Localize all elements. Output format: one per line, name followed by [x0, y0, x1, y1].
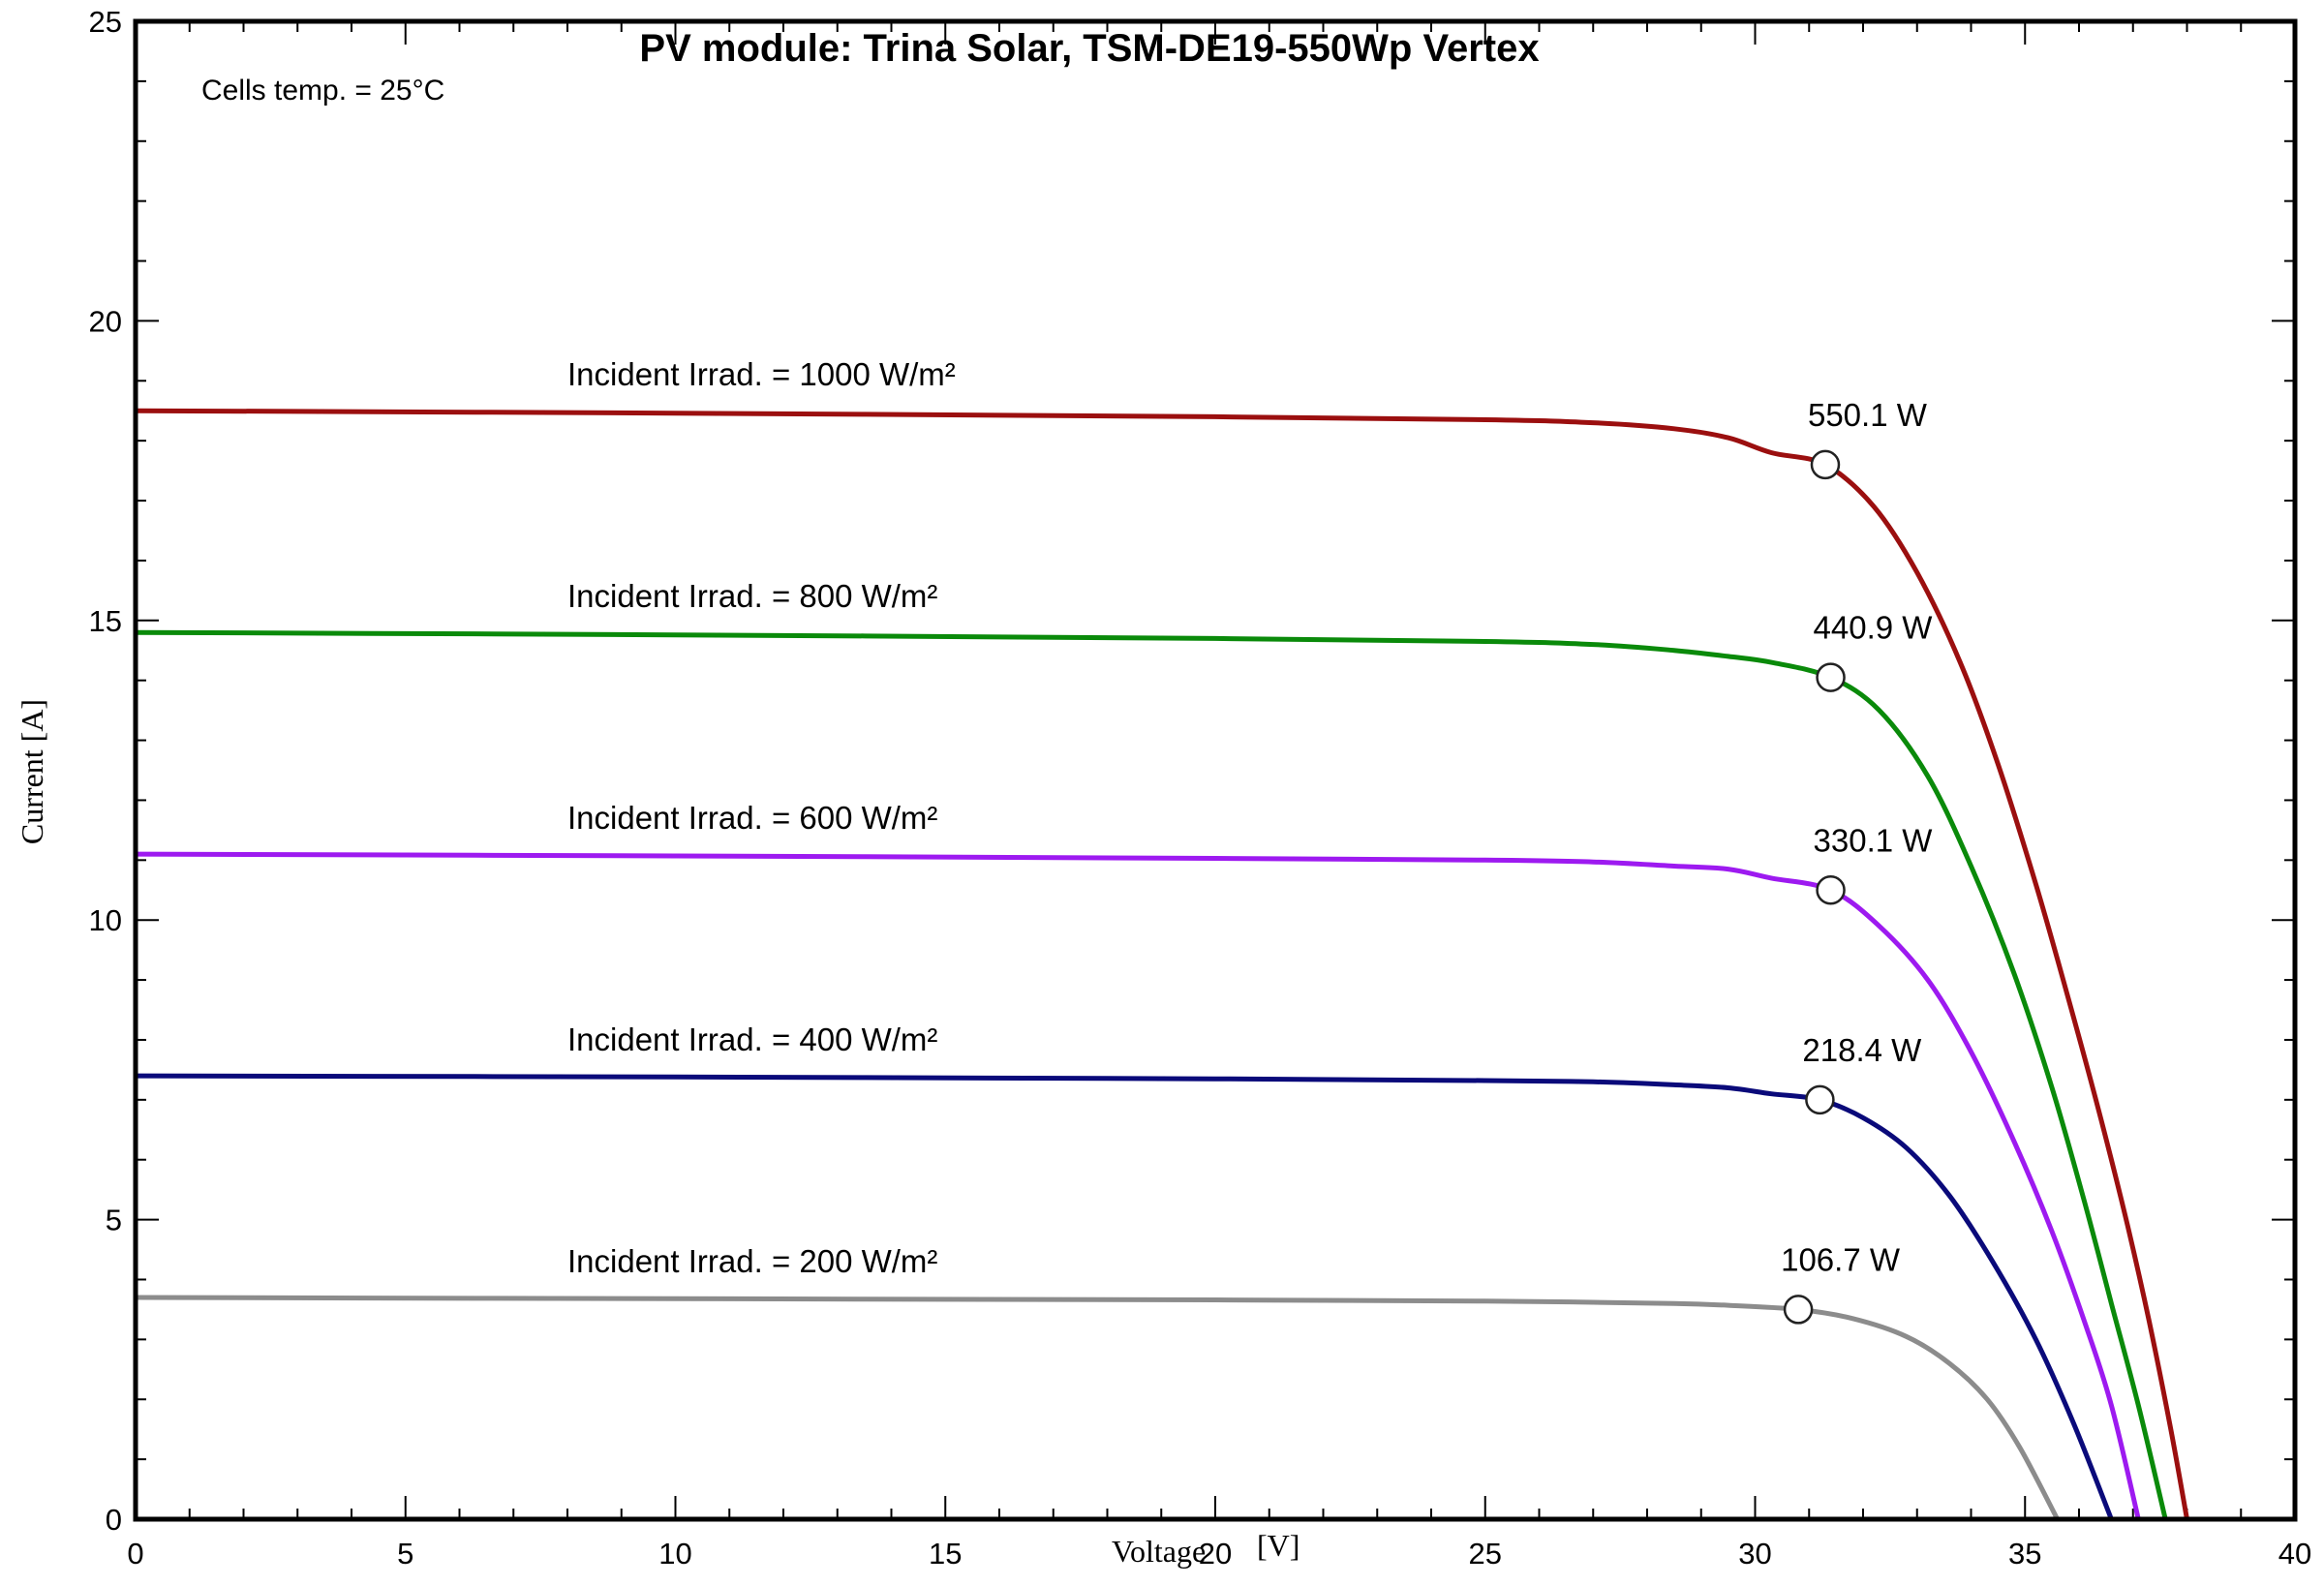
- y-tick-label: 5: [106, 1204, 122, 1237]
- iv-curve-line: [133, 408, 2189, 1522]
- series-2: [133, 851, 2141, 1522]
- plot-frame: [133, 18, 2298, 1522]
- iv-curve-line: [133, 1295, 2061, 1522]
- x-axis-title: Voltage: [1112, 1534, 1206, 1569]
- x-tick-label: 5: [397, 1537, 413, 1571]
- series-0: [133, 408, 2189, 1522]
- mpp-marker: [1816, 875, 1846, 905]
- y-axis-title: Current [A]: [15, 699, 49, 844]
- iv-curve-line: [133, 629, 2168, 1522]
- x-tick-label: 30: [1738, 1537, 1771, 1571]
- cells-temp-annotation: Cells temp. = 25°C: [201, 75, 444, 107]
- x-tick-label: 25: [1469, 1537, 1502, 1571]
- mpp-marker: [1810, 449, 1841, 480]
- x-tick-label: 40: [2278, 1537, 2311, 1571]
- curve-labels: 550.1 W Incident Irrad. = 1000 W/m² 440.9 …: [567, 356, 1933, 1279]
- series-label: Incident Irrad. = 600 W/m²: [567, 800, 937, 836]
- mpp-marker: [1783, 1295, 1814, 1325]
- series-4: [133, 1295, 2061, 1522]
- series-1: [133, 629, 2168, 1522]
- series-group: [133, 408, 2189, 1522]
- series-label: Incident Irrad. = 800 W/m²: [567, 578, 937, 614]
- x-tick-label: 20: [1199, 1537, 1232, 1571]
- series-3: [133, 1073, 2114, 1522]
- x-tick-label: 0: [127, 1537, 143, 1571]
- y-tick-label: 15: [89, 604, 122, 638]
- mpp-label: 550.1 W: [1808, 397, 1928, 433]
- y-tick-label: 20: [89, 304, 122, 338]
- y-tick-label: 0: [106, 1503, 122, 1537]
- mpp-marker: [1816, 662, 1846, 692]
- axis-tick-labels: 0 5 10 15 20 25 30 35 40 0 5 10 15 20 25: [89, 5, 2312, 1571]
- x-tick-label: 35: [2008, 1537, 2041, 1571]
- x-axis-unit: [V]: [1257, 1528, 1300, 1563]
- series-label: Incident Irrad. = 1000 W/m²: [567, 356, 956, 392]
- mpp-label: 440.9 W: [1814, 610, 1934, 646]
- y-tick-label: 10: [89, 903, 122, 937]
- mpp-label: 330.1 W: [1814, 822, 1934, 858]
- y-tick-label: 25: [89, 5, 122, 39]
- series-label: Incident Irrad. = 200 W/m²: [567, 1243, 937, 1279]
- chart-title: PV module: Trina Solar, TSM-DE19-550Wp V…: [639, 27, 1539, 70]
- mpp-label: 106.7 W: [1781, 1241, 1901, 1277]
- mpp-label: 218.4 W: [1802, 1032, 1922, 1068]
- x-tick-label: 15: [929, 1537, 962, 1571]
- mpp-marker: [1805, 1084, 1835, 1115]
- series-label: Incident Irrad. = 400 W/m²: [567, 1022, 937, 1057]
- iv-curve-line: [133, 851, 2141, 1522]
- x-tick-label: 10: [658, 1537, 691, 1571]
- iv-curve-line: [133, 1073, 2114, 1522]
